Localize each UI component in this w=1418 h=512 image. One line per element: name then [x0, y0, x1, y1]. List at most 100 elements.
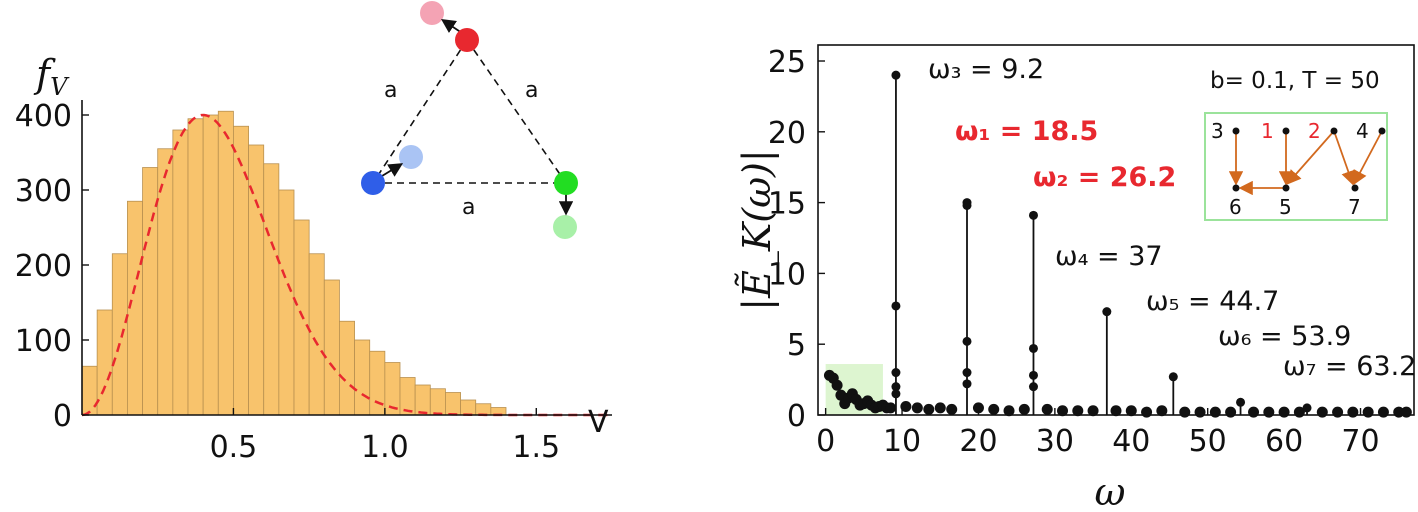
mode-inset: b= 0.1, T = 50 3 1 2 4 6 5 7 — [1204, 68, 1388, 221]
stem-point — [891, 382, 901, 392]
spectrum-point — [1332, 406, 1344, 418]
annotation-omega5: ω₅ = 44.7 — [1146, 286, 1279, 317]
spectrum-point — [972, 402, 984, 414]
x-ticks: 0.5 1.0 1.5 — [210, 408, 560, 465]
stem-point — [1028, 370, 1038, 380]
spectrum-point — [1141, 406, 1153, 418]
y-tick-label: 15 — [768, 187, 806, 222]
x-tick-label: 10 — [883, 424, 921, 459]
inset-label-3: 3 — [1211, 119, 1224, 143]
triangle-edge-right — [466, 39, 567, 184]
x-axis-label: ω — [1095, 470, 1126, 512]
spectrum-point — [1179, 406, 1191, 418]
inset-label-2: 2 — [1308, 119, 1321, 143]
spectrum-point — [885, 402, 897, 414]
inset-label-4: 4 — [1356, 119, 1369, 143]
y-axis-label: |Ẽ_K(ω)| — [735, 149, 780, 310]
inset-node-3 — [1232, 127, 1240, 135]
spectrum-point — [1362, 406, 1374, 418]
stem-peak-point — [1236, 397, 1246, 407]
y-ticks: 0 5 10 15 20 25 — [768, 45, 825, 434]
triangle-edge-left — [372, 39, 468, 184]
histogram-bars — [81, 110, 507, 416]
spectrum-point — [946, 403, 958, 415]
edge-label-bottom: a — [462, 195, 475, 220]
x-ticks: 0 10 20 30 40 50 60 70 — [816, 408, 1380, 459]
annotation-omega3: ω₃ = 9.2 — [928, 54, 1044, 85]
triangle-inset: a a a — [361, 1, 578, 239]
edge-label-left: a — [384, 78, 397, 103]
stem-point — [962, 368, 972, 378]
x-tick-label: 0.5 — [210, 430, 258, 465]
inset-label-1: 1 — [1261, 119, 1274, 143]
spectrum-point — [1316, 406, 1328, 418]
spectrum-point — [1225, 406, 1237, 418]
y-tick-label: 10 — [768, 257, 806, 292]
inset-node-4 — [1378, 127, 1386, 135]
inset-label-7: 7 — [1348, 195, 1361, 219]
inset-node-2 — [1330, 127, 1338, 135]
y-tick-label: 25 — [768, 45, 806, 80]
y-tick-label: 0 — [787, 399, 806, 434]
inset-label-6: 6 — [1229, 195, 1242, 219]
x-tick-label: 70 — [1341, 424, 1379, 459]
spectrum-point — [1347, 406, 1359, 418]
spectrum-point — [1293, 406, 1305, 418]
spectrum-point — [1278, 406, 1290, 418]
inset-node-5 — [1282, 184, 1290, 192]
inset-node-7 — [1351, 184, 1359, 192]
spectrum-point — [900, 401, 912, 413]
x-tick-label: 20 — [959, 424, 997, 459]
node-blue — [361, 171, 385, 195]
y-tick-label: 20 — [768, 116, 806, 151]
spectrum-point — [934, 402, 946, 414]
inset-title: b= 0.1, T = 50 — [1210, 68, 1380, 94]
stem-point — [891, 368, 901, 378]
annotation-omega6: ω₆ = 53.9 — [1218, 321, 1351, 352]
x-tick-label: 50 — [1189, 424, 1227, 459]
y-tick-label: 400 — [15, 99, 72, 134]
spectrum-point — [1194, 406, 1206, 418]
spectrum-point — [1110, 405, 1122, 417]
x-tick-label: 1.5 — [512, 430, 560, 465]
spectrum-point — [1263, 406, 1275, 418]
x-tick-label: 40 — [1112, 424, 1150, 459]
spectrum-point — [923, 403, 935, 415]
spectrum-point — [1003, 405, 1015, 417]
inset-label-5: 5 — [1279, 195, 1292, 219]
y-tick-label: 100 — [15, 324, 72, 359]
y-ticks: 0 100 200 300 400 — [15, 99, 89, 434]
y-tick-label: 200 — [15, 249, 72, 284]
ghost-node-blue — [399, 145, 423, 169]
stem-point — [1028, 343, 1038, 353]
node-green — [554, 171, 578, 195]
spectrum-point — [1209, 406, 1221, 418]
stem-point — [891, 301, 901, 311]
annotation-omega1: ω₁ = 18.5 — [955, 116, 1098, 147]
spectrum-point — [1377, 406, 1389, 418]
x-tick-label: 0 — [816, 424, 835, 459]
annotation-omega7: ω₇ = 63.2 — [1283, 351, 1416, 382]
stem-peak-point — [962, 198, 972, 208]
spectrum-point — [1400, 406, 1412, 418]
y-tick-label: 300 — [15, 174, 72, 209]
spectrum-point — [1087, 405, 1099, 417]
stem-peak-point — [1028, 210, 1038, 220]
annotation-omega2: ω₂ = 26.2 — [1033, 162, 1176, 193]
annotation-omega4: ω₄ = 37 — [1055, 241, 1163, 272]
spectrum-point — [1248, 406, 1260, 418]
x-tick-label: 30 — [1036, 424, 1074, 459]
spectrum-point — [831, 379, 843, 391]
stem-peak-point — [1102, 307, 1112, 317]
node-red — [455, 28, 479, 52]
stem-point — [962, 336, 972, 346]
spectrum-point — [1057, 405, 1069, 417]
inset-node-6 — [1232, 184, 1240, 192]
x-tick-label: 1.0 — [361, 430, 409, 465]
edge-label-right: a — [525, 78, 538, 103]
arrow-blue — [381, 163, 404, 177]
spectrum-point — [1393, 406, 1405, 418]
stem-point — [962, 379, 972, 389]
